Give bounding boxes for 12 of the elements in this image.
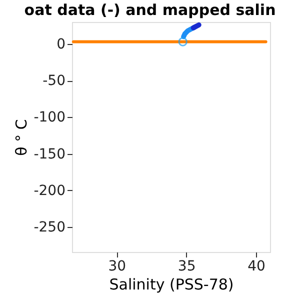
y-tick-label: -50 xyxy=(42,73,66,90)
y-tick-label: 0 xyxy=(56,36,66,52)
x-tick-label: 40 xyxy=(248,258,266,274)
y-tick-label: -200 xyxy=(34,182,66,199)
y-tick-label: -100 xyxy=(34,110,66,126)
y-tick-label: -150 xyxy=(34,146,66,162)
y-tick-label: -250 xyxy=(34,220,66,236)
x-tick-label: 30 xyxy=(108,258,126,274)
x-tick-label: 35 xyxy=(178,258,196,274)
chart-title: oat data (-) and mapped salin xyxy=(24,1,276,19)
y-axis-title: θ ° C xyxy=(12,119,31,156)
x-axis-title: Salinity (PSS-78) xyxy=(109,276,234,294)
